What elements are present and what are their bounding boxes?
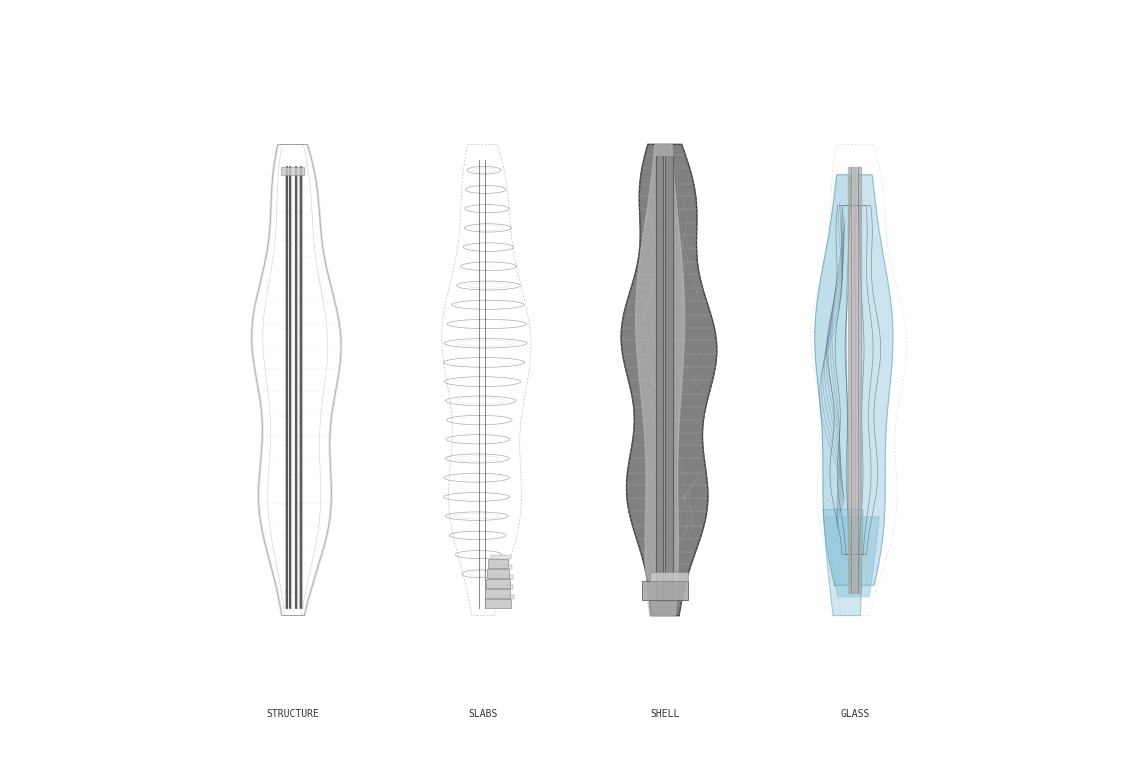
Bar	[487, 568, 508, 578]
Polygon shape	[825, 517, 879, 597]
Text: SHELL: SHELL	[650, 709, 679, 720]
Polygon shape	[823, 509, 863, 616]
Bar	[282, 167, 304, 175]
Polygon shape	[636, 144, 684, 616]
Bar	[488, 559, 508, 568]
Text: STRUCTURE: STRUCTURE	[266, 709, 319, 720]
Bar	[650, 572, 687, 581]
Polygon shape	[621, 144, 717, 616]
Bar	[484, 599, 511, 608]
Polygon shape	[858, 175, 893, 585]
Bar	[488, 595, 514, 599]
Bar	[490, 555, 511, 559]
Text: GLASS: GLASS	[840, 709, 870, 720]
Bar	[486, 579, 510, 588]
Bar	[490, 565, 512, 568]
Bar	[642, 581, 687, 600]
Polygon shape	[815, 175, 850, 585]
Bar	[489, 575, 513, 579]
Text: SLABS: SLABS	[467, 709, 497, 720]
Bar	[486, 589, 511, 598]
Bar	[488, 585, 513, 589]
